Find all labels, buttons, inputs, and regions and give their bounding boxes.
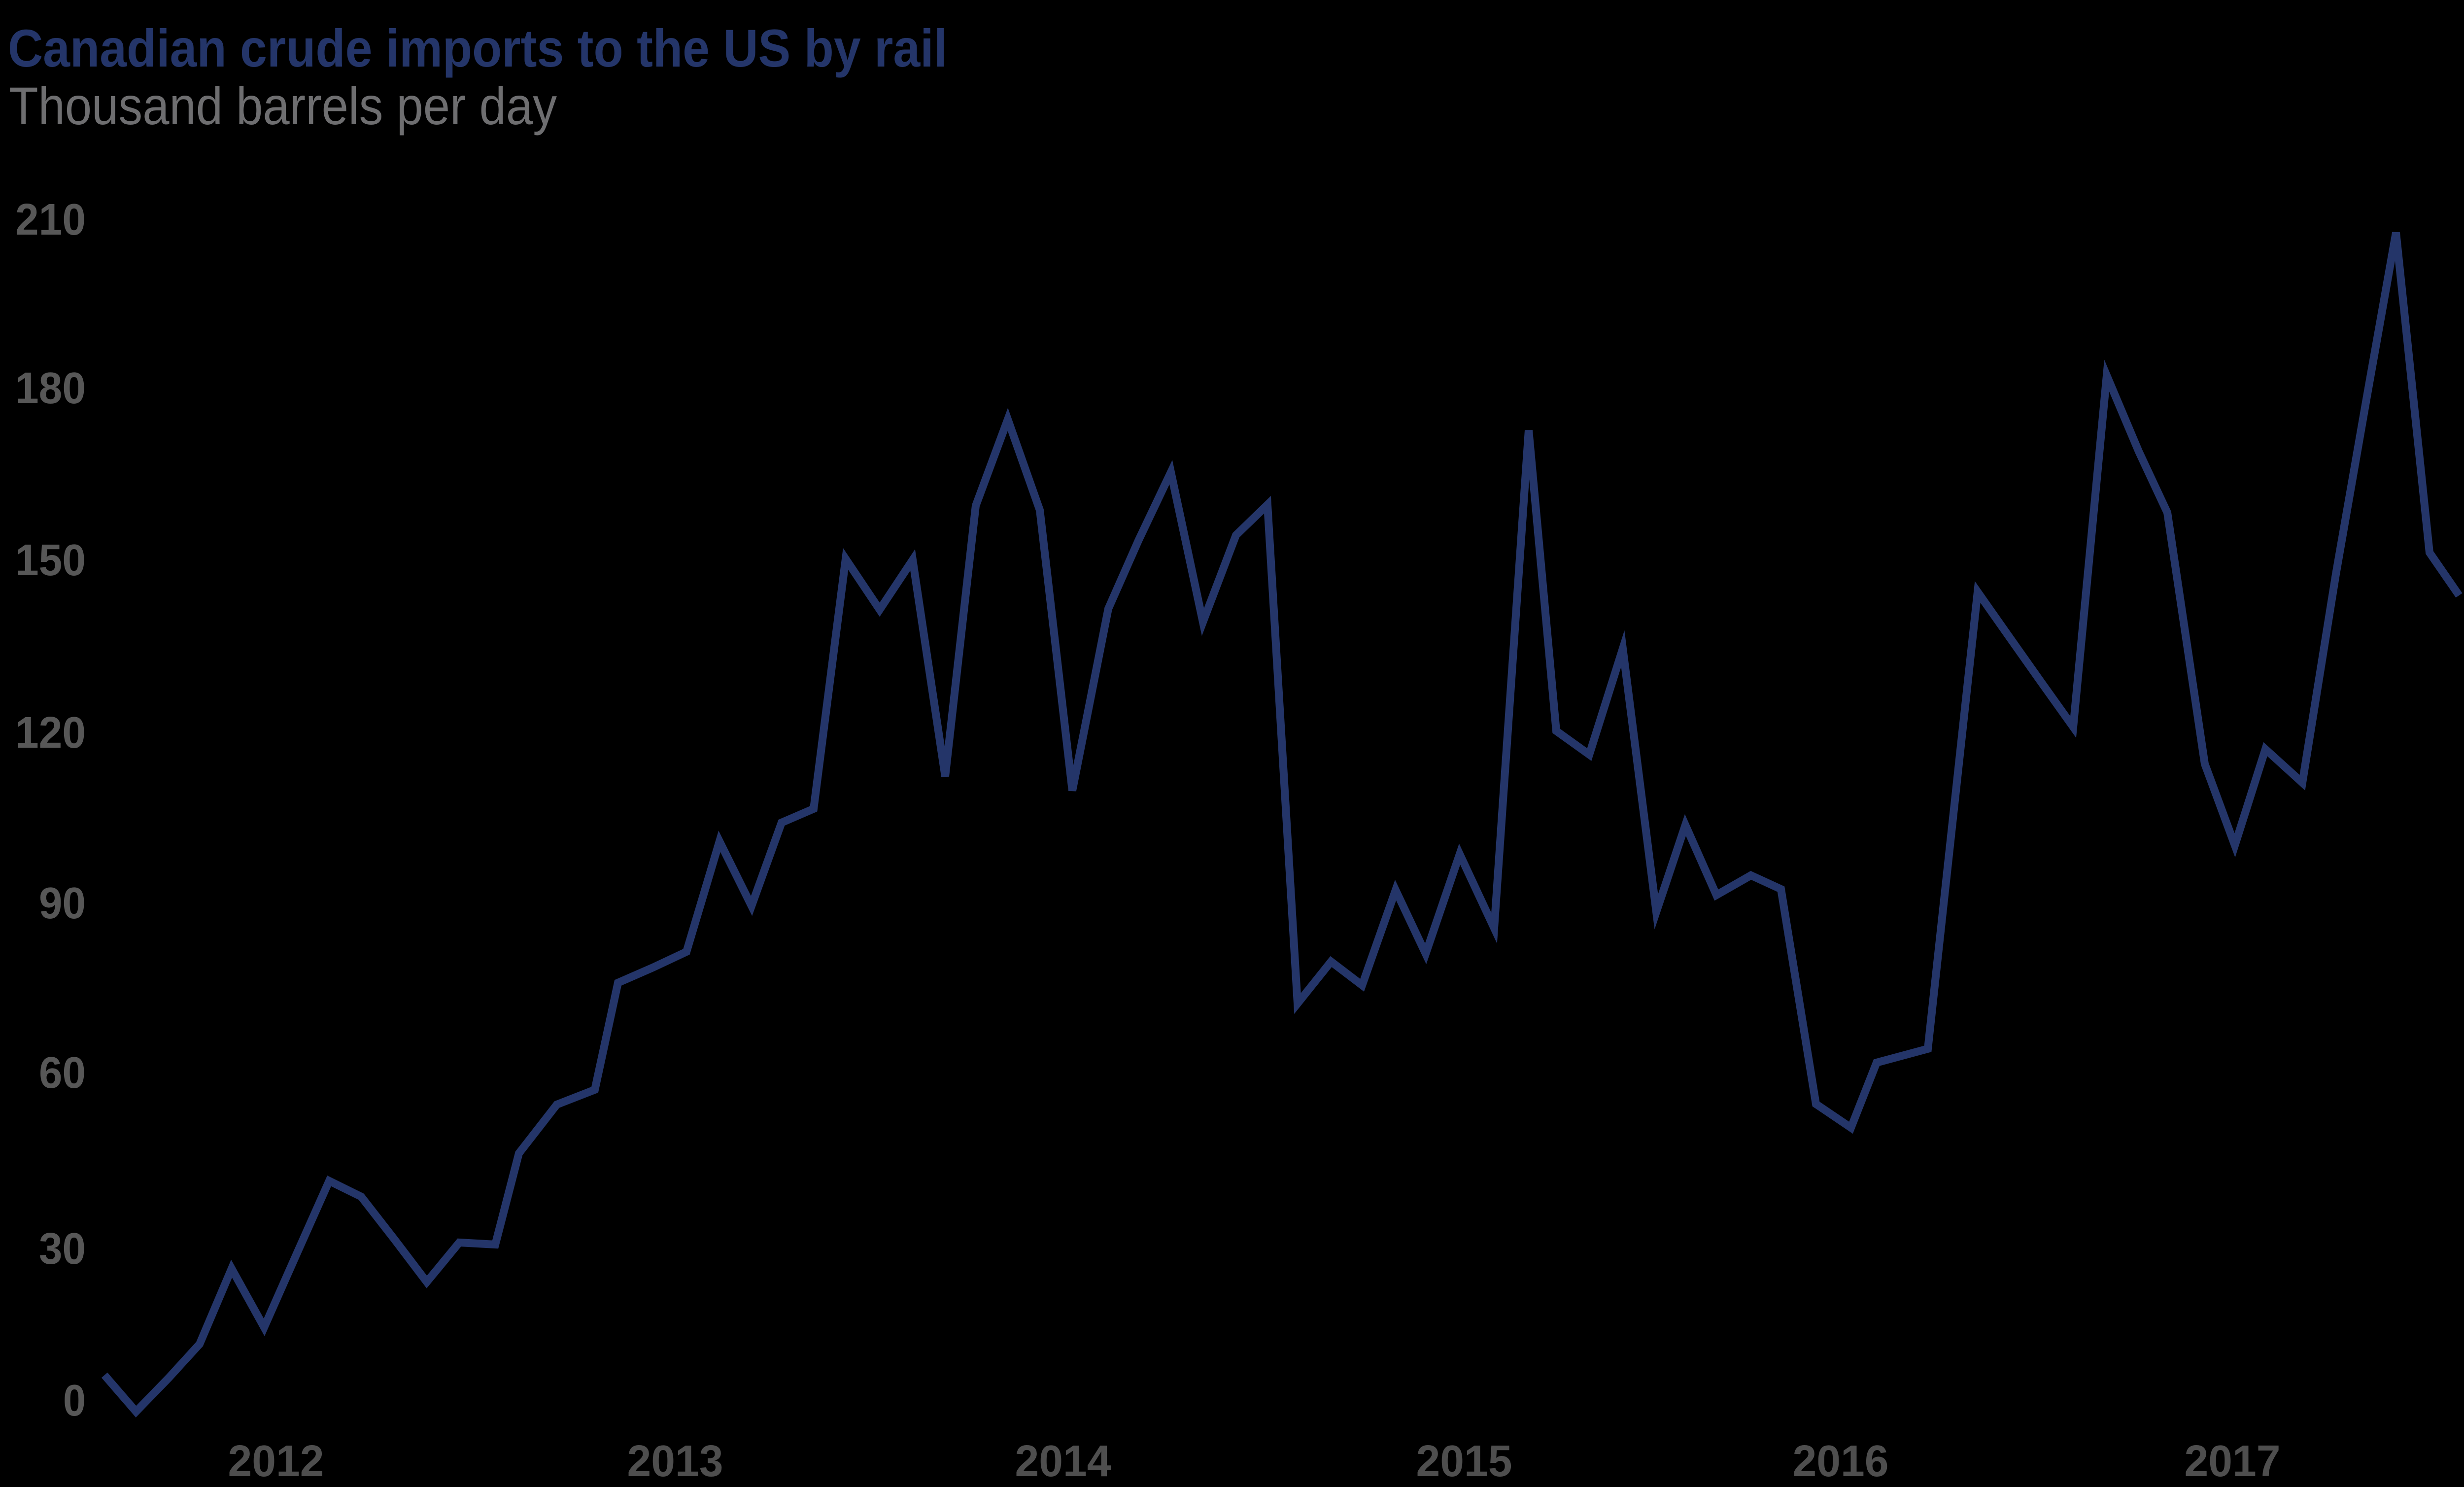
svg-text:Thousand barrels per day: Thousand barrels per day [9,76,557,136]
svg-text:2014: 2014 [1015,1437,1111,1486]
svg-text:2017: 2017 [2185,1437,2281,1486]
svg-text:Canadian crude imports to the: Canadian crude imports to the US by rail [8,18,947,78]
svg-text:30: 30 [39,1224,86,1274]
svg-text:2013: 2013 [627,1437,723,1486]
svg-text:150: 150 [15,536,86,585]
svg-text:2015: 2015 [1416,1437,1512,1486]
svg-text:2016: 2016 [1793,1437,1889,1486]
svg-text:0: 0 [63,1376,86,1425]
svg-text:120: 120 [15,708,86,758]
svg-text:2012: 2012 [228,1437,324,1486]
svg-text:60: 60 [39,1048,86,1098]
svg-text:90: 90 [39,879,86,928]
svg-text:180: 180 [15,364,86,413]
svg-text:210: 210 [15,195,86,244]
